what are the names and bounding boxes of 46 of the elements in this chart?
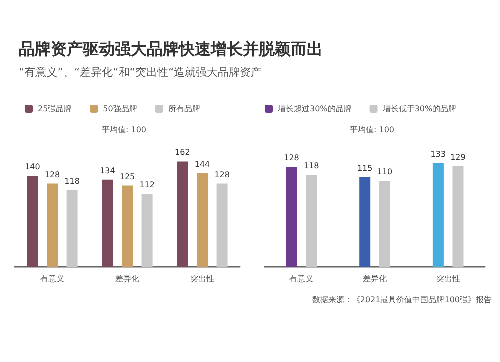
bar bbox=[122, 186, 133, 267]
bar bbox=[27, 176, 38, 267]
x-tick-label: 差异化 bbox=[363, 274, 387, 284]
data-label: 110 bbox=[377, 168, 393, 177]
bar bbox=[216, 184, 228, 267]
data-label: 128 bbox=[284, 154, 300, 163]
bar bbox=[452, 166, 464, 267]
chart-title: 品牌资产驱动强大品牌快速增长并脱颖而出 bbox=[19, 40, 323, 58]
x-tick-label: 有意义 bbox=[290, 274, 314, 284]
x-tick-label: 有意义 bbox=[40, 274, 64, 284]
bar bbox=[379, 181, 390, 267]
data-label: 140 bbox=[25, 162, 40, 172]
data-label: 134 bbox=[100, 166, 116, 176]
source-note: 数据来源：《2021最具价值中国品牌100强》报告 bbox=[312, 296, 492, 304]
data-label: 128 bbox=[214, 170, 230, 180]
bar bbox=[142, 194, 153, 267]
data-label: 118 bbox=[304, 161, 320, 170]
data-label: 118 bbox=[64, 176, 80, 186]
text: 平均值: 100 bbox=[102, 126, 147, 134]
legend-label: 增长低于30%的品牌 bbox=[382, 104, 457, 114]
bar bbox=[432, 163, 444, 267]
legend-label: 50强品牌 bbox=[103, 104, 138, 114]
data-label: 115 bbox=[357, 164, 373, 173]
data-label: 144 bbox=[194, 160, 210, 169]
legend-label: 25强品牌 bbox=[38, 104, 72, 114]
bar bbox=[102, 180, 114, 267]
x-tick-label: 差异化 bbox=[116, 274, 140, 284]
legend-label: 增长超过30%的品牌 bbox=[277, 104, 352, 114]
data-label: 133 bbox=[430, 150, 446, 159]
bar bbox=[66, 190, 78, 267]
text: 平均值: 100 bbox=[350, 126, 395, 134]
x-tick-label: 突出性 bbox=[190, 274, 214, 284]
data-label: 128 bbox=[44, 170, 60, 180]
bar bbox=[177, 162, 188, 267]
legend-label: 所有品牌 bbox=[168, 104, 200, 114]
x-tick-label: 突出性 bbox=[436, 274, 460, 284]
bar bbox=[306, 174, 318, 267]
bar bbox=[286, 167, 298, 267]
bar bbox=[197, 173, 208, 267]
data-label: 112 bbox=[140, 180, 155, 190]
chart-subtitle: “有意义”、“差异化“和“突出性“造就强大品牌资产 bbox=[19, 66, 262, 79]
data-label: 125 bbox=[120, 172, 136, 182]
data-label: 129 bbox=[450, 152, 466, 162]
bar bbox=[360, 177, 371, 267]
bar bbox=[47, 184, 58, 267]
data-label: 162 bbox=[175, 148, 190, 158]
